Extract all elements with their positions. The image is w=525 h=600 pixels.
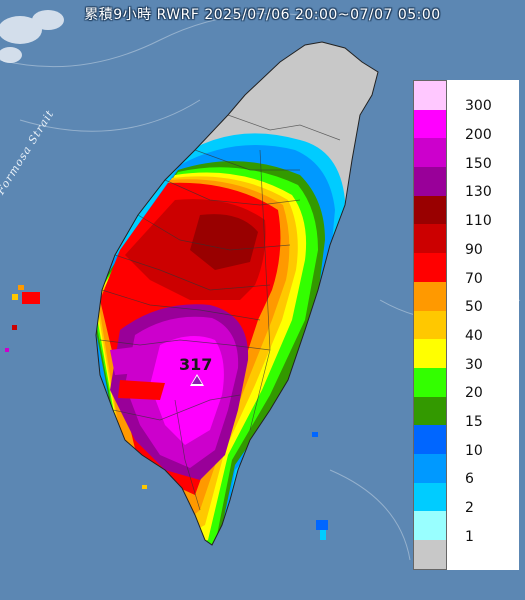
legend-swatch — [414, 253, 446, 282]
legend-tick-label: 130 — [465, 184, 492, 201]
legend-swatch — [414, 195, 446, 225]
legend-swatch — [414, 224, 446, 254]
legend-swatch — [414, 109, 446, 139]
legend-tick-label: 110 — [465, 213, 492, 230]
legend-color-bar — [413, 80, 447, 570]
island-outline — [95, 41, 379, 546]
liuqiu-island — [142, 485, 147, 489]
legend-swatch — [414, 167, 446, 196]
legend-swatch — [414, 339, 446, 368]
legend-swatch — [414, 81, 446, 110]
legend-swatch — [414, 425, 446, 454]
legend-tick-label: 40 — [465, 327, 483, 344]
legend-swatch — [414, 138, 446, 168]
legend-tick-label: 20 — [465, 385, 483, 402]
penghu-islands — [5, 285, 40, 352]
green-island — [312, 432, 318, 437]
rainfall-legend: 300 200 150 130 110 90 70 50 40 30 20 15 10 6 2 1 — [413, 80, 519, 570]
max-station-triangle-icon — [190, 374, 204, 386]
legend-swatch — [414, 482, 446, 512]
legend-swatch — [414, 453, 446, 483]
orchid-island — [316, 520, 328, 540]
map-title: 累積9小時 RWRF 2025/07/06 20:00~07/07 05:00 — [84, 7, 441, 23]
legend-tick-label: 70 — [465, 270, 483, 287]
legend-tick-label: 1 — [465, 528, 474, 545]
legend-tick-label: 30 — [465, 356, 483, 373]
legend-tick-label: 10 — [465, 442, 483, 459]
legend-swatch — [414, 367, 446, 397]
legend-swatch — [414, 396, 446, 426]
legend-tick-label: 6 — [465, 471, 474, 488]
satellite-cloud-patch — [0, 10, 64, 63]
rainfall-shading — [96, 133, 345, 545]
legend-tick-label: 200 — [465, 127, 492, 144]
legend-tick-label: 300 — [465, 98, 492, 115]
legend-tick-label: 2 — [465, 500, 474, 517]
max-rainfall-value: 317 — [179, 355, 213, 374]
legend-tick-label: 150 — [465, 155, 492, 172]
legend-tick-label: 90 — [465, 241, 483, 258]
legend-swatch — [414, 511, 446, 540]
legend-swatch — [414, 281, 446, 311]
county-boundaries — [99, 114, 341, 511]
legend-swatch — [414, 540, 446, 569]
legend-tick-label: 50 — [465, 299, 483, 316]
legend-tick-label: 15 — [465, 414, 483, 431]
legend-swatch — [414, 310, 446, 340]
